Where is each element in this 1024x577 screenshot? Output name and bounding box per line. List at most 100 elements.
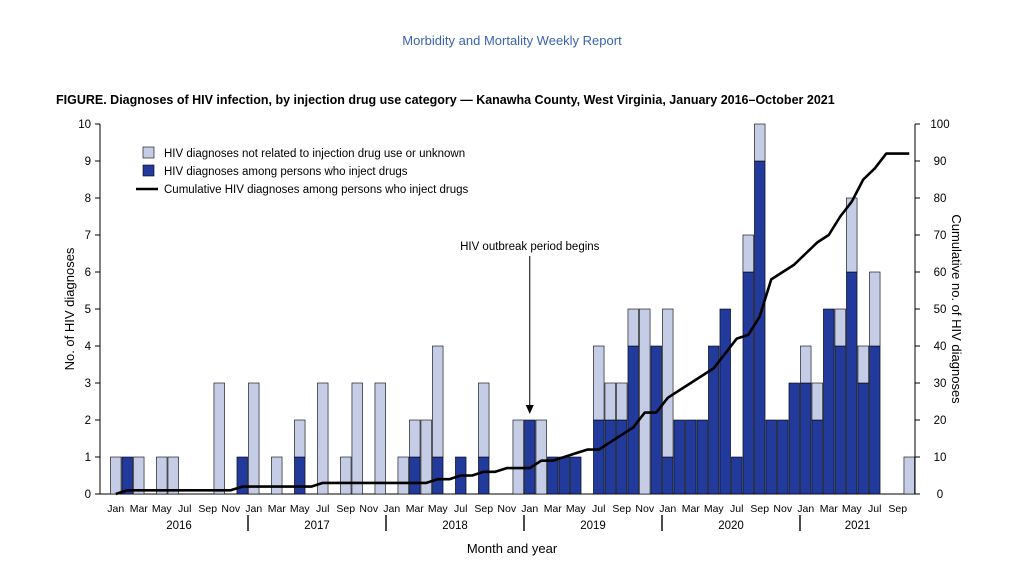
bar-pwid-2021-02 (811, 419, 823, 495)
month-label: Nov (635, 503, 654, 515)
bar-pwid-2018-09 (478, 456, 490, 495)
bar-pwid-2016-02 (121, 456, 133, 495)
month-label: Mar (130, 503, 149, 515)
legend-label-cumulative: Cumulative HIV diagnoses among persons w… (164, 184, 469, 196)
month-label: Mar (820, 503, 839, 515)
bar-not-pwid-2017-10 (351, 382, 363, 495)
bar-pwid-2021-03 (823, 308, 835, 495)
month-label: Mar (268, 503, 287, 515)
month-label: May (290, 503, 311, 515)
bar-not-pwid-2018-05 (432, 345, 444, 458)
cumulative-line (115, 152, 910, 496)
month-label: Jan (107, 503, 124, 515)
bar-not-pwid-2016-10 (213, 382, 225, 495)
month-label: Nov (221, 503, 240, 515)
bar-pwid-2016-12 (236, 456, 248, 495)
legend-label-pwid: HIV diagnoses among persons who inject d… (164, 166, 408, 178)
bar-not-pwid-2021-05 (846, 197, 858, 273)
y2-tick-label: 0 (937, 489, 943, 501)
y2-tick-label: 100 (930, 119, 949, 131)
bar-not-pwid-2020-01 (662, 308, 674, 458)
y2-tick-label: 10 (934, 452, 947, 464)
month-label: Jan (521, 503, 538, 515)
outbreak-arrow-head (525, 405, 534, 414)
bar-not-pwid-2019-09 (616, 382, 628, 421)
month-label: May (704, 503, 725, 515)
bar-not-pwid-2018-09 (478, 382, 490, 458)
bar-not-pwid-2019-08 (604, 382, 616, 421)
bar-pwid-2020-08 (742, 271, 754, 495)
bar-pwid-2019-01 (524, 419, 536, 495)
bar-pwid-2019-03 (547, 456, 559, 495)
bar-not-pwid-2016-01 (110, 456, 122, 495)
bar-not-pwid-2018-12 (512, 419, 524, 495)
figure-title: FIGURE. Diagnoses of HIV infection, by i… (56, 93, 835, 107)
bar-pwid-2018-03 (409, 456, 421, 495)
month-label: Mar (544, 503, 563, 515)
bar-not-pwid-2019-07 (593, 345, 605, 421)
y2-tick-label: 70 (934, 230, 947, 242)
bar-not-pwid-2016-05 (156, 456, 168, 495)
outbreak-annotation: HIV outbreak period begins (460, 241, 600, 253)
bar-not-pwid-2017-12 (374, 382, 386, 495)
legend-swatch-pwid (142, 164, 155, 177)
bar-pwid-2020-09 (754, 160, 766, 495)
bar-not-pwid-2021-02 (811, 382, 823, 421)
bar-pwid-2020-12 (788, 382, 800, 495)
bar-not-pwid-2021-04 (834, 308, 846, 347)
month-label: May (152, 503, 173, 515)
bar-pwid-2019-07 (593, 419, 605, 495)
month-label: Jan (383, 503, 400, 515)
bar-pwid-2020-11 (777, 419, 789, 495)
bar-pwid-2020-06 (719, 308, 731, 495)
month-label: May (842, 503, 863, 515)
y-tick-label: 10 (78, 119, 91, 131)
month-label: Jul (592, 503, 605, 515)
year-label: 2016 (166, 520, 192, 532)
month-label: Jan (245, 503, 262, 515)
month-label: Sep (198, 503, 217, 515)
bar-not-pwid-2019-02 (535, 419, 547, 495)
bar-pwid-2018-05 (432, 456, 444, 495)
y-tick-label: 9 (85, 156, 91, 168)
bar-not-pwid-2017-03 (271, 456, 283, 495)
bar-not-pwid-2016-03 (133, 456, 145, 495)
bar-pwid-2021-04 (834, 345, 846, 495)
bar-not-pwid-2020-09 (754, 123, 766, 162)
bar-not-pwid-2021-07 (869, 271, 881, 347)
y2-tick-label: 50 (934, 304, 947, 316)
month-label: Sep (750, 503, 769, 515)
bar-not-pwid-2020-08 (742, 234, 754, 273)
bar-pwid-2021-06 (857, 382, 869, 495)
y-tick-label: 4 (85, 341, 92, 353)
month-label: Nov (497, 503, 516, 515)
month-label: Jul (178, 503, 191, 515)
bar-not-pwid-2017-09 (340, 456, 352, 495)
legend-label-not-pwid: HIV diagnoses not related to injection d… (164, 148, 465, 160)
month-label: Mar (406, 503, 425, 515)
bar-pwid-2020-07 (731, 456, 743, 495)
month-label: Jul (730, 503, 743, 515)
bar-pwid-2020-05 (708, 345, 720, 495)
month-label: Jan (797, 503, 814, 515)
y-tick-label: 6 (85, 267, 91, 279)
bar-pwid-2019-10 (627, 345, 639, 495)
month-label: Nov (359, 503, 378, 515)
year-label: 2018 (442, 520, 468, 532)
month-label: May (428, 503, 449, 515)
bar-pwid-2019-04 (558, 456, 570, 495)
x-axis-title: Month and year (467, 541, 558, 556)
year-label: 2017 (304, 520, 330, 532)
bar-not-pwid-2018-02 (397, 456, 409, 495)
bar-pwid-2020-03 (685, 419, 697, 495)
month-label: Sep (612, 503, 631, 515)
y-tick-label: 0 (85, 489, 91, 501)
month-label: Jan (659, 503, 676, 515)
y-tick-label: 8 (85, 193, 91, 205)
bar-pwid-2021-07 (869, 345, 881, 495)
bar-not-pwid-2021-01 (800, 345, 812, 384)
report-header: Morbidity and Mortality Weekly Report (402, 33, 622, 48)
bar-pwid-2019-08 (604, 419, 616, 495)
y-tick-label: 1 (85, 452, 91, 464)
